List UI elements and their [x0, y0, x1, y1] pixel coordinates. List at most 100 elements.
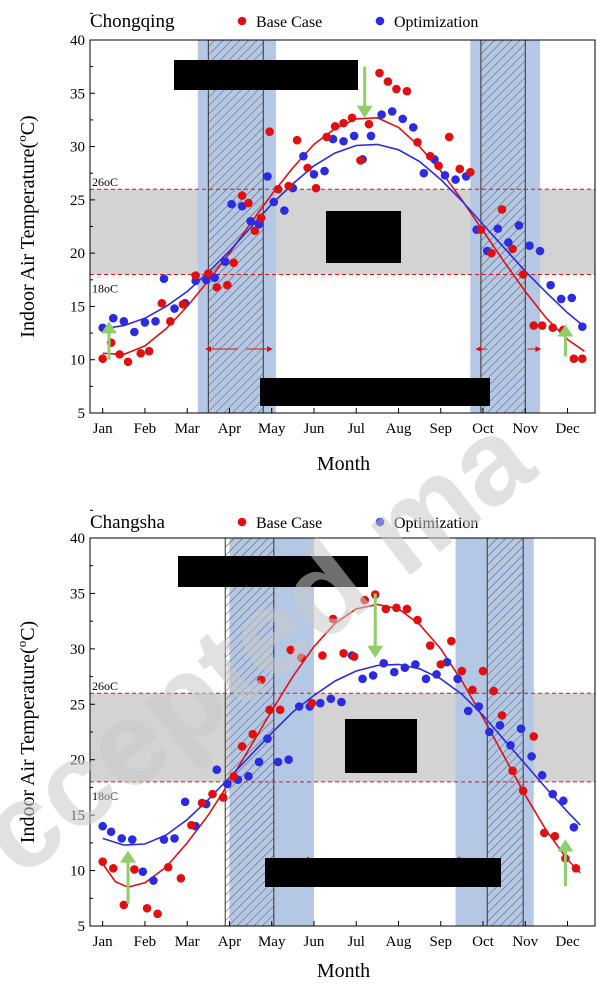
- optimization-point: [525, 241, 534, 250]
- optimization-point: [117, 834, 126, 843]
- x-tick-label: Aug: [386, 934, 412, 950]
- optimization-point: [130, 327, 139, 337]
- base-case-point: [284, 181, 293, 191]
- optimization-point: [299, 151, 308, 161]
- base-case-point: [349, 652, 359, 661]
- base-case-point: [339, 648, 348, 658]
- base-case-point: [208, 789, 217, 799]
- base-case-point: [307, 698, 317, 708]
- optimization-point: [408, 123, 418, 132]
- x-tick-label: May: [258, 421, 286, 437]
- base-case-point: [497, 205, 507, 214]
- optimization-point: [316, 698, 325, 708]
- y-tick-label: 10: [70, 864, 85, 880]
- base-case-point: [468, 685, 477, 695]
- upper-comfort-label: 26oC: [92, 679, 118, 693]
- optimization-point: [254, 757, 264, 767]
- optimization-point: [546, 280, 555, 290]
- legend-label-base-case: Base Case: [256, 515, 322, 532]
- x-tick-label: Aug: [386, 421, 412, 437]
- optimization-point: [421, 674, 431, 684]
- base-case-point: [478, 666, 488, 676]
- optimization-point: [151, 317, 160, 326]
- base-case-point: [218, 793, 228, 802]
- base-case-point: [402, 604, 412, 614]
- base-case-point: [497, 711, 507, 720]
- optimization-point: [149, 876, 158, 885]
- optimization-point: [326, 694, 336, 704]
- optimization-point: [246, 216, 255, 226]
- base-case-point: [163, 862, 173, 872]
- optimization-point: [432, 670, 441, 679]
- change-arrow-head-3: [557, 839, 574, 852]
- optimization-point: [269, 197, 279, 207]
- legend-marker-base-case: [237, 16, 247, 26]
- change-arrow-head-1: [101, 321, 118, 334]
- optimization-point: [349, 131, 359, 141]
- optimization-point: [106, 827, 116, 837]
- optimization-point: [463, 706, 473, 716]
- optimization-point: [377, 110, 386, 119]
- base-case-point: [578, 354, 587, 363]
- base-case-point: [248, 729, 257, 739]
- base-case-point: [187, 820, 196, 830]
- chart-panel-2: 26oC 18oC 5 10 15 20 25 30 35 40 Jan Feb Mar Apr May Ju…: [14, 509, 596, 982]
- optimization-point: [578, 322, 587, 331]
- base-case-point: [303, 163, 312, 173]
- optimization-point: [170, 304, 179, 313]
- x-tick-label: Jul: [347, 421, 365, 437]
- optimization-point: [320, 166, 329, 176]
- base-case-point: [98, 354, 107, 363]
- optimization-point: [453, 674, 462, 684]
- optimization-point: [127, 835, 137, 844]
- optimization-point: [419, 168, 429, 178]
- base-case-point: [250, 226, 260, 236]
- lower-comfort-label: 18oC: [92, 789, 118, 803]
- change-arrow-head-2: [356, 105, 373, 118]
- base-case-point: [322, 132, 331, 142]
- optimization-point: [358, 674, 367, 684]
- optimization-point: [140, 318, 150, 327]
- x-tick-label: Nov: [512, 421, 538, 437]
- base-case-point: [548, 323, 558, 333]
- y-tick-label: 15: [70, 299, 85, 315]
- base-case-point: [212, 282, 222, 292]
- legend-label-optimization: Optimization: [394, 515, 478, 532]
- base-case-point: [425, 641, 435, 650]
- optimization-point: [108, 313, 118, 323]
- x-tick-label: Mar: [175, 934, 200, 950]
- optimization-point: [263, 172, 272, 181]
- base-case-point: [136, 349, 146, 358]
- optimization-point: [569, 823, 579, 832]
- y-tick-label: 5: [78, 919, 86, 935]
- optimization-point: [223, 779, 232, 789]
- base-case-point: [223, 280, 232, 290]
- x-tick-label: Feb: [134, 934, 157, 950]
- y-tick-label: 30: [70, 140, 85, 156]
- base-case-point: [265, 705, 274, 715]
- y-tick-label: 40: [70, 33, 85, 49]
- base-case-point: [347, 113, 357, 123]
- x-tick-label: May: [258, 934, 286, 950]
- base-case-point: [178, 299, 188, 309]
- y-axis-label-text: Indoor Air Temperature(: [17, 647, 39, 843]
- y-tick-label: 40: [70, 531, 85, 547]
- optimization-point: [559, 796, 568, 806]
- optimization-point: [506, 741, 515, 750]
- y-tick-label: 25: [70, 193, 85, 209]
- optimization-point: [537, 770, 547, 780]
- legend-label-optimization: Optimization: [394, 14, 478, 31]
- base-case-point: [229, 772, 238, 781]
- optimization-point: [451, 175, 460, 184]
- base-case-point: [176, 874, 186, 883]
- base-case-point: [318, 651, 327, 660]
- optimization-point: [495, 721, 505, 730]
- base-case-point: [381, 604, 391, 614]
- base-case-point: [518, 786, 528, 796]
- optimization-point: [244, 772, 253, 781]
- base-case-point: [457, 666, 467, 676]
- base-case-point: [115, 350, 124, 359]
- base-case-point: [311, 183, 321, 193]
- y-axis-label-unit: C): [17, 621, 39, 641]
- base-case-point: [383, 77, 393, 86]
